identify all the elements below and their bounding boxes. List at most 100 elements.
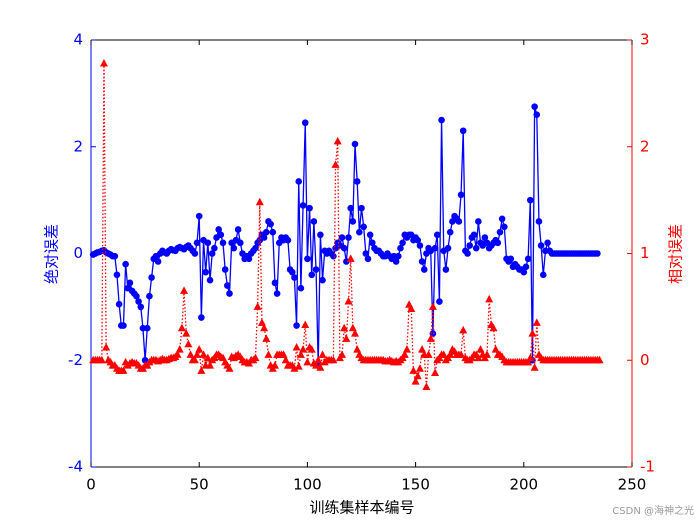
- circle-marker: [226, 290, 233, 297]
- circle-marker: [252, 244, 259, 252]
- triangle-marker: [180, 286, 189, 294]
- circle-marker: [535, 218, 543, 225]
- y2-tick-label: 2: [640, 137, 650, 155]
- triangle-marker: [99, 58, 108, 67]
- circle-marker: [533, 111, 541, 119]
- triangle-marker: [206, 361, 215, 369]
- circle-marker: [397, 244, 404, 252]
- circle-marker: [237, 239, 244, 247]
- circle-marker: [208, 250, 216, 257]
- x-tick-label: 100: [293, 476, 322, 494]
- triangle-marker: [182, 329, 191, 337]
- circle-marker: [312, 266, 320, 273]
- triangle-marker: [97, 355, 106, 364]
- y-tick-label: -4: [68, 458, 83, 476]
- triangle-marker: [199, 350, 208, 358]
- triangle-marker: [316, 363, 325, 371]
- circle-marker: [457, 191, 465, 199]
- triangle-marker: [474, 353, 483, 362]
- y2-tick-label: 0: [640, 351, 650, 369]
- triangle-marker: [264, 350, 273, 358]
- triangle-marker: [428, 302, 437, 310]
- triangle-marker: [279, 350, 288, 358]
- circle-marker: [531, 103, 538, 111]
- circle-marker: [347, 204, 354, 212]
- circle-marker: [191, 250, 199, 257]
- circle-marker: [211, 244, 218, 252]
- circle-marker: [234, 226, 242, 233]
- circle-marker: [297, 284, 305, 292]
- triangle-marker: [251, 353, 260, 362]
- circle-marker: [349, 218, 357, 225]
- circle-marker: [475, 218, 482, 225]
- circle-marker: [148, 274, 155, 281]
- circle-marker: [444, 244, 452, 252]
- triangle-marker: [348, 323, 357, 332]
- triangle-marker: [413, 371, 422, 380]
- circle-marker: [288, 268, 296, 276]
- circle-marker: [260, 234, 268, 241]
- x-tick-label: 200: [509, 476, 538, 494]
- circle-marker: [319, 276, 326, 284]
- triangle-marker: [257, 318, 266, 326]
- triangle-marker: [532, 318, 541, 326]
- triangle-marker: [255, 197, 264, 206]
- circle-marker: [436, 298, 443, 305]
- triangle-marker: [102, 342, 111, 351]
- x-tick-label: 0: [86, 476, 96, 494]
- circle-marker: [340, 244, 348, 252]
- triangle-marker: [400, 350, 409, 358]
- circle-marker: [481, 234, 489, 241]
- circle-marker: [446, 228, 454, 236]
- x-tick-label: 150: [401, 476, 430, 494]
- triangle-marker: [491, 345, 500, 353]
- circle-marker: [455, 218, 463, 225]
- circle-marker: [369, 239, 376, 247]
- circle-marker: [539, 271, 547, 279]
- circle-marker: [269, 228, 277, 236]
- circle-marker: [362, 250, 370, 257]
- triangle-marker: [426, 334, 435, 342]
- triangle-marker: [424, 350, 433, 358]
- triangle-marker: [446, 350, 455, 358]
- circle-marker: [438, 116, 445, 124]
- circle-marker: [219, 239, 227, 247]
- x-tick-label: 250: [618, 476, 647, 494]
- triangle-marker: [119, 366, 128, 374]
- triangle-marker: [411, 377, 420, 385]
- circle-marker: [442, 266, 450, 273]
- y-axis-label: 绝对误差: [43, 224, 61, 284]
- triangle-marker: [294, 362, 303, 370]
- y2-tick-label: 3: [640, 31, 650, 49]
- triangle-marker: [270, 361, 279, 369]
- triangle-marker: [353, 345, 362, 353]
- triangle-marker: [351, 329, 360, 337]
- circle-marker: [433, 231, 441, 239]
- circle-marker: [141, 356, 149, 364]
- circle-marker: [526, 196, 534, 204]
- triangle-marker: [281, 355, 290, 364]
- circle-marker: [299, 202, 307, 209]
- watermark: CSDN @海神之光: [612, 504, 694, 517]
- circle-marker: [544, 239, 551, 247]
- circle-marker: [459, 127, 467, 135]
- circle-marker: [466, 242, 474, 249]
- triangle-marker: [203, 353, 212, 362]
- triangle-marker: [303, 357, 312, 366]
- y2-tick-label: 1: [640, 244, 650, 262]
- triangle-marker: [346, 254, 355, 262]
- triangle-marker: [292, 342, 301, 351]
- circle-marker: [284, 236, 292, 244]
- circle-marker: [351, 140, 359, 148]
- circle-marker: [271, 279, 279, 287]
- triangle-marker: [225, 364, 234, 372]
- circle-marker: [392, 258, 400, 265]
- circle-marker: [356, 228, 363, 236]
- triangle-marker: [530, 363, 539, 371]
- circle-marker: [304, 255, 311, 263]
- circle-marker: [295, 178, 303, 185]
- circle-marker: [594, 250, 601, 257]
- triangle-marker: [333, 136, 342, 145]
- triangle-marker: [296, 350, 305, 358]
